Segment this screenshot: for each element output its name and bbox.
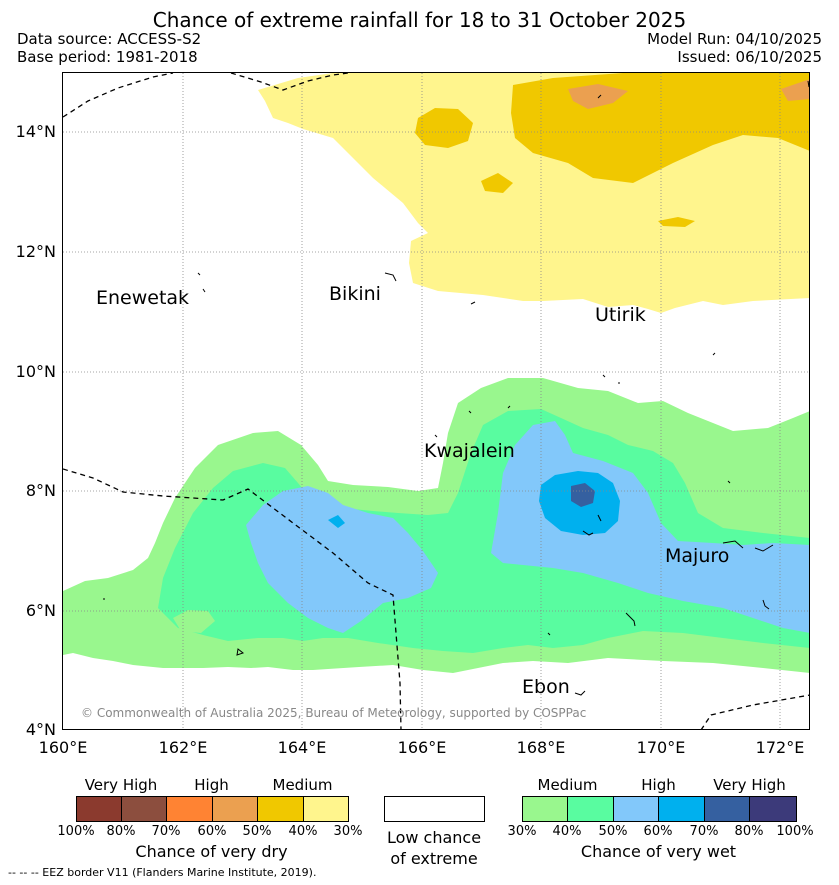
low-caption-line1: Low chance bbox=[386, 828, 482, 847]
dry-swatch-70-60 bbox=[167, 797, 213, 821]
low-swatch bbox=[385, 797, 484, 821]
place-bikini: Bikini bbox=[329, 283, 381, 305]
place-ebon: Ebon bbox=[522, 676, 570, 698]
dry-tick: 100% bbox=[57, 824, 95, 839]
wet-level-high: High bbox=[641, 776, 676, 794]
wet-swatch-60-70 bbox=[659, 797, 705, 821]
lon-label: 172°E bbox=[755, 738, 805, 757]
dry-level-high: High bbox=[194, 776, 229, 794]
low-caption-line2: of extreme bbox=[390, 849, 478, 868]
dry-swatch-80-70 bbox=[122, 797, 167, 821]
dry-legend-caption: Chance of very dry bbox=[135, 842, 288, 861]
low-chance-swatch bbox=[384, 796, 485, 822]
wet-swatch-30-40 bbox=[523, 797, 568, 821]
dry-region-50-60-b bbox=[781, 79, 810, 101]
dry-swatch-60-50 bbox=[213, 797, 258, 821]
copyright-text: © Commonwealth of Australia 2025, Bureau… bbox=[81, 706, 587, 720]
dry-level-very-high: Very High bbox=[84, 776, 158, 794]
rainfall-map: Enewetak Bikini Utirik Kwajalein Majuro … bbox=[63, 73, 810, 730]
wet-tick: 50% bbox=[598, 824, 628, 839]
lat-label: 10°N bbox=[15, 362, 56, 381]
lon-label: 170°E bbox=[636, 738, 686, 757]
eez-borders bbox=[63, 73, 810, 730]
wet-tick: 40% bbox=[552, 824, 582, 839]
place-kwajalein: Kwajalein bbox=[424, 440, 515, 462]
model-run: Model Run: 04/10/2025 bbox=[647, 30, 822, 48]
dry-tick: 70% bbox=[151, 824, 181, 839]
dry-level-medium: Medium bbox=[272, 776, 333, 794]
dry-swatch-40-30 bbox=[304, 797, 348, 821]
wet-swatch-40-50 bbox=[568, 797, 614, 821]
lat-label: 4°N bbox=[25, 720, 56, 739]
wet-legend-bar bbox=[522, 796, 797, 822]
dry-region-40-50-c bbox=[481, 173, 513, 193]
dry-legend-bar bbox=[76, 796, 349, 822]
dry-tick: 30% bbox=[333, 824, 363, 839]
wet-tick: 70% bbox=[689, 824, 719, 839]
lon-label: 168°E bbox=[516, 738, 566, 757]
wet-swatch-70-80 bbox=[705, 797, 750, 821]
header-right: Model Run: 04/10/2025 Issued: 06/10/2025 bbox=[647, 30, 822, 66]
base-period: Base period: 1981-2018 bbox=[17, 48, 198, 66]
wet-region-40-50-b bbox=[173, 610, 215, 633]
dry-tick: 60% bbox=[197, 824, 227, 839]
place-majuro: Majuro bbox=[665, 545, 730, 567]
lon-label: 160°E bbox=[38, 738, 88, 757]
wet-region-50-60-a bbox=[246, 486, 438, 633]
header-left: Data source: ACCESS-S2 Base period: 1981… bbox=[17, 30, 201, 66]
wet-tick: 80% bbox=[734, 824, 764, 839]
dry-region-50-60-a bbox=[568, 84, 628, 109]
lat-label: 6°N bbox=[25, 601, 56, 620]
map-canvas bbox=[63, 73, 810, 730]
dry-region-40-50-d bbox=[658, 217, 695, 227]
lat-label: 14°N bbox=[15, 122, 56, 141]
dry-tick: 80% bbox=[106, 824, 136, 839]
data-source: Data source: ACCESS-S2 bbox=[17, 30, 202, 48]
chart-title: Chance of extreme rainfall for 18 to 31 … bbox=[152, 8, 687, 32]
islands bbox=[103, 80, 810, 696]
wet-level-very-high: Very High bbox=[713, 776, 786, 794]
wet-region-60-70-b bbox=[328, 515, 345, 528]
lon-label: 166°E bbox=[397, 738, 447, 757]
lat-label: 12°N bbox=[15, 242, 56, 261]
dry-swatch-50-40 bbox=[258, 797, 304, 821]
place-utirik: Utirik bbox=[595, 304, 646, 326]
wet-region-70-80 bbox=[571, 483, 595, 507]
dry-tick: 40% bbox=[288, 824, 318, 839]
dry-tick: 50% bbox=[242, 824, 272, 839]
dry-swatch-100-80 bbox=[77, 797, 122, 821]
place-enewetak: Enewetak bbox=[96, 287, 190, 309]
lon-label: 162°E bbox=[158, 738, 208, 757]
lon-label: 164°E bbox=[277, 738, 327, 757]
wet-swatch-80-100 bbox=[750, 797, 796, 821]
wet-tick: 60% bbox=[643, 824, 673, 839]
wet-swatch-50-60 bbox=[614, 797, 659, 821]
issued-date: Issued: 06/10/2025 bbox=[677, 48, 822, 66]
wet-tick: 100% bbox=[776, 824, 814, 839]
wet-legend-caption: Chance of very wet bbox=[580, 842, 737, 861]
lat-label: 8°N bbox=[25, 481, 56, 500]
wet-tick: 30% bbox=[507, 824, 537, 839]
dry-region-40-50-b bbox=[415, 108, 473, 148]
eez-footnote: -- -- -- EEZ border V11 (Flanders Marine… bbox=[8, 866, 317, 879]
wet-level-medium: Medium bbox=[537, 776, 598, 794]
low-chance-caption: Low chance of extreme bbox=[374, 827, 494, 869]
